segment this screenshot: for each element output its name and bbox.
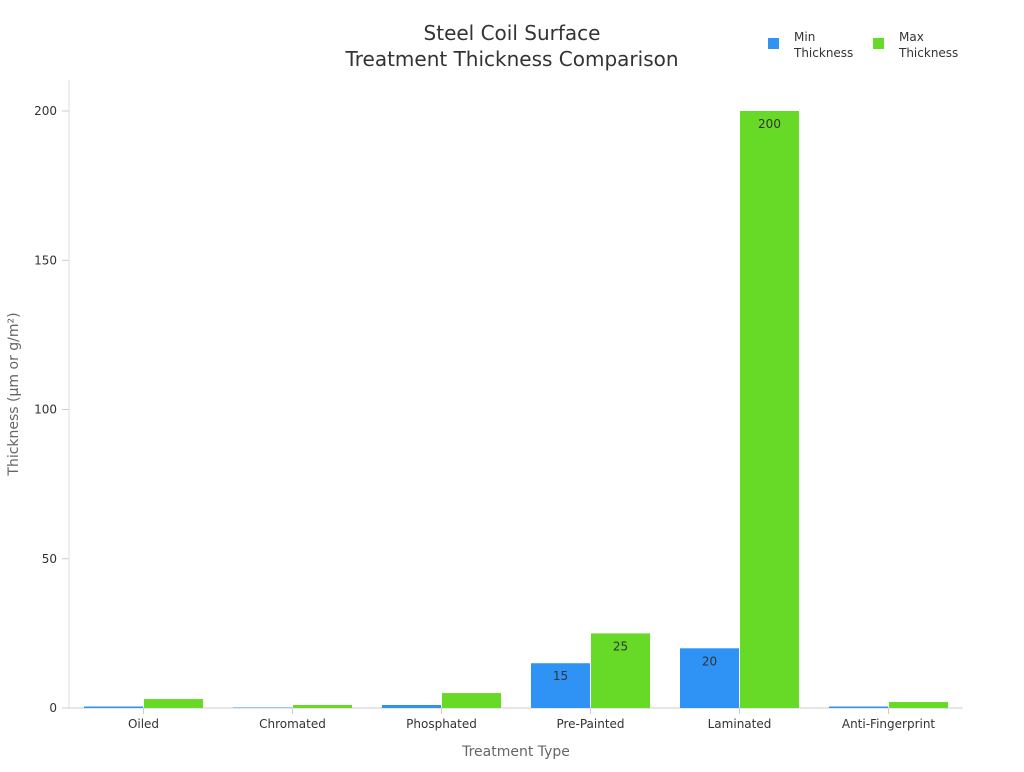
- y-tick-label-50: 50: [42, 552, 57, 566]
- legend-label-min-1: Min: [794, 30, 815, 44]
- x-tick-label: Anti-Fingerprint: [842, 717, 936, 731]
- bar-min: [829, 706, 888, 708]
- bar-max: [740, 111, 799, 708]
- bar-min: [531, 663, 590, 708]
- bar-max: [591, 633, 650, 708]
- y-tick-label-100: 100: [34, 403, 57, 417]
- data-label: 25: [613, 639, 628, 653]
- legend: Min Thickness Max Thickness: [768, 30, 958, 60]
- legend-label-max-2: Thickness: [898, 46, 958, 60]
- chart-title-line-2: Treatment Thickness Comparison: [344, 47, 678, 71]
- data-label: 200: [758, 117, 781, 131]
- x-tick-label: Pre-Painted: [556, 717, 624, 731]
- legend-swatch-max: [873, 38, 884, 49]
- bar-min: [680, 648, 739, 708]
- bar-min: [382, 705, 441, 708]
- bar-min: [233, 707, 292, 708]
- data-label: 20: [702, 654, 717, 668]
- x-tick-label: Chromated: [259, 717, 326, 731]
- bar-max: [293, 705, 352, 708]
- chart-title-line-1: Steel Coil Surface: [424, 21, 601, 45]
- legend-label-max-1: Max: [899, 30, 924, 44]
- data-label: 15: [553, 669, 568, 683]
- bar-min: [84, 706, 143, 708]
- bar-max: [144, 699, 203, 708]
- bar-max: [442, 693, 501, 708]
- legend-label-min-2: Thickness: [793, 46, 853, 60]
- x-tick-label: Laminated: [708, 717, 772, 731]
- x-tick-label: Oiled: [128, 717, 159, 731]
- x-tick-label: Phosphated: [406, 717, 477, 731]
- y-tick-label-0: 0: [49, 701, 57, 715]
- x-axis-label: Treatment Type: [461, 744, 570, 760]
- y-tick-label-150: 150: [34, 253, 57, 267]
- legend-swatch-min: [768, 38, 779, 49]
- bar-max: [889, 702, 948, 708]
- y-tick-label-200: 200: [34, 104, 57, 118]
- y-axis-label: Thickness (µm or g/m²): [6, 312, 22, 476]
